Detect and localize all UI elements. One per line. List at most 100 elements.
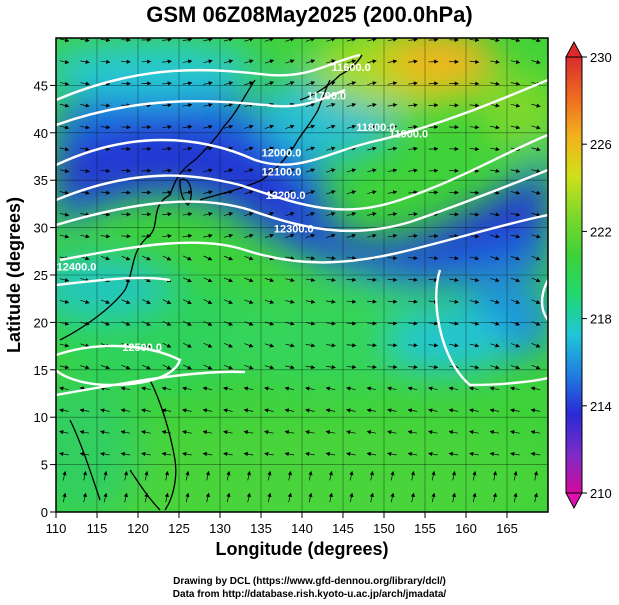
wind-arrow [203,103,213,108]
wind-arrow [285,146,295,151]
wind-arrow [223,343,233,348]
wind-arrow [223,451,233,457]
wind-arrow [326,81,336,86]
wind-arrow [141,451,151,457]
wind-arrow [223,277,233,283]
y-tick-label: 25 [34,268,48,283]
wind-arrow [141,386,151,391]
wind-arrow [80,81,90,86]
contour-label: 12300.0 [274,223,314,235]
wind-arrow [100,59,111,64]
wind-arrow [80,212,90,217]
wind-arrow [162,255,172,261]
wind-arrow [305,256,316,261]
x-tick-label: 120 [127,521,149,536]
wind-arrow [264,278,275,283]
wind-arrow [100,168,111,173]
wind-arrow [162,212,172,217]
x-tick-label: 125 [168,521,190,536]
wind-arrow [182,103,193,108]
wind-arrow [510,321,521,326]
y-tick-label: 30 [34,221,48,236]
wind-arrow [203,321,213,326]
wind-arrow [489,430,500,435]
wind-arrow [428,451,438,457]
wind-arrow [305,386,315,391]
wind-arrow [59,59,70,64]
wind-arrow [203,124,213,129]
wind-arrow [223,321,233,326]
wind-arrow [326,233,336,238]
wind-arrow [326,364,336,370]
wind-arrow [490,59,500,64]
contour-label: 12000.0 [262,148,302,160]
wind-arrow [346,277,357,282]
wind-arrow [285,124,295,129]
wind-arrow [141,321,151,326]
wind-arrow [202,451,213,457]
wind-arrow [182,212,193,217]
wind-arrow [80,168,90,173]
wind-arrow [243,386,254,391]
wind-arrow [346,451,356,457]
wind-arrow [387,146,398,151]
wind-arrow [367,190,377,195]
wind-arrow [120,386,131,391]
wind-arrow [530,451,541,457]
wind-arrow [407,451,418,457]
x-tick-label: 165 [496,521,518,536]
wind-arrow [390,470,395,481]
wind-arrow [203,190,213,195]
wind-arrow [264,146,275,151]
wind-arrow [223,430,233,435]
colorbar-label: 214 [590,399,612,414]
wind-arrow [489,386,500,391]
wind-arrow [530,386,541,391]
wind-arrow [367,277,377,282]
wind-arrow [448,451,459,457]
wind-arrow [223,103,234,108]
contour-label: 12500.0 [122,342,162,354]
wind-arrow [490,103,500,108]
wind-arrow [80,147,90,152]
wind-arrow [162,38,172,42]
wind-arrow [264,168,275,173]
wind-arrow [100,256,111,261]
wind-arrow [203,212,213,217]
wind-arrow [326,343,336,348]
wind-arrow [305,146,316,151]
wind-arrow [326,103,336,108]
wind-arrow [326,190,336,195]
wind-arrow [490,212,500,217]
wind-arrow [469,451,479,457]
wind-arrow [428,386,438,391]
wind-arrow [346,321,357,326]
wind-arrow [531,234,541,239]
wind-arrow [162,103,172,108]
x-tick-label: 110 [46,521,67,536]
y-tick-label: 0 [41,505,48,520]
wind-arrow [408,190,418,195]
wind-arrow [244,233,254,238]
wind-arrow [326,38,336,42]
wind-arrow [531,147,541,152]
y-tick-label: 40 [34,126,48,141]
x-axis-label: Longitude (degrees) [215,539,388,559]
wind-arrow [469,277,480,283]
wind-arrow [182,146,193,151]
wind-arrow [408,255,418,261]
wind-arrow [326,124,336,129]
wind-arrow [264,59,275,64]
wind-arrow [121,255,131,261]
wind-arrow [490,168,500,173]
wind-arrow [264,386,274,391]
wind-arrow [223,81,234,86]
wind-arrow [408,38,418,42]
wind-arrow [387,430,397,435]
wind-arrow [510,430,520,435]
wind-arrow [326,277,336,282]
height-contours [56,53,548,397]
wind-arrow [305,81,316,86]
